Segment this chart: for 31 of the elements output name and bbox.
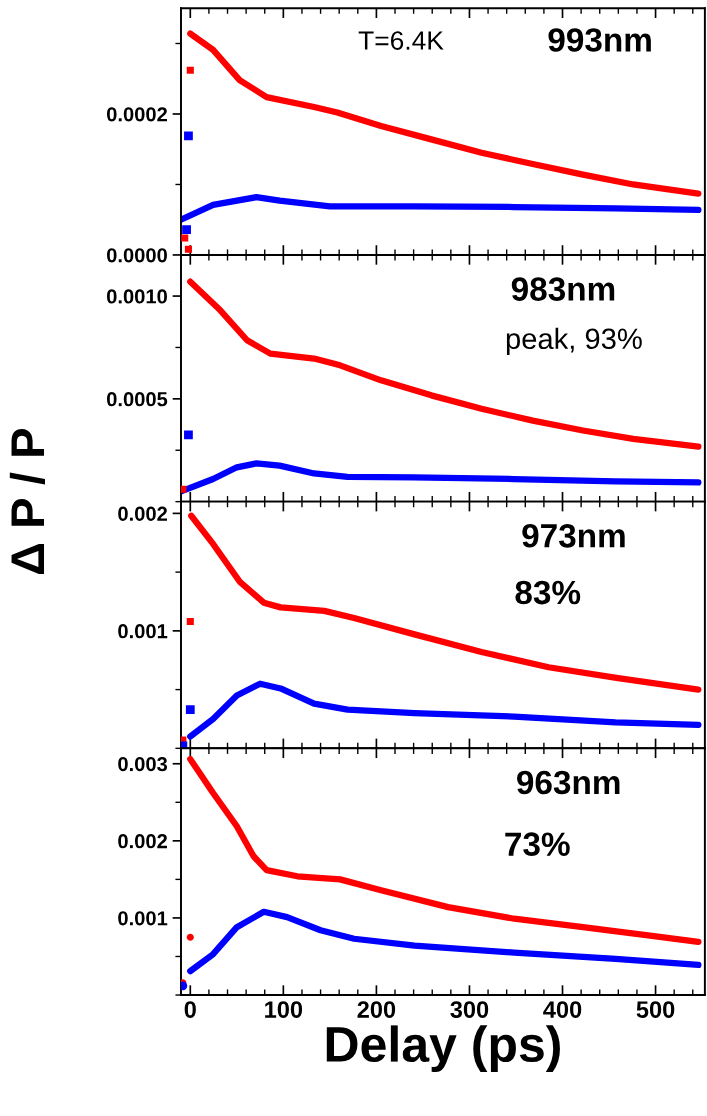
y-tick-label: 0.0002 — [107, 107, 167, 122]
point — [186, 617, 194, 625]
y-axis-title: Δ P / P — [9, 428, 45, 575]
x-tick-label: 300 — [450, 1001, 489, 1018]
annotation: T=6.4K — [358, 31, 444, 50]
point — [186, 66, 194, 74]
x-axis-title: Delay (ps) — [326, 1025, 560, 1072]
annotation: 993nm — [548, 28, 651, 52]
x-tick-label: 400 — [543, 1001, 582, 1018]
y-tick-label: 0.001 — [118, 911, 168, 926]
y-tick-label: 0.003 — [118, 756, 168, 772]
y-tick-label: 0.001 — [118, 624, 168, 639]
y-tick-label: 0.002 — [118, 506, 167, 521]
annotation: 973nm — [522, 523, 625, 548]
point — [184, 131, 193, 141]
point — [185, 705, 195, 714]
x-tick-label: 100 — [265, 1001, 303, 1018]
y-tick-label: 0.0000 — [107, 248, 167, 263]
x-tick-label: 500 — [636, 1001, 675, 1018]
annotation: 83% — [515, 580, 581, 605]
point — [181, 234, 189, 242]
annotation: 963nm — [517, 770, 620, 795]
annotation: 73% — [505, 832, 570, 857]
point — [182, 225, 191, 234]
y-tick-label: 0.0005 — [107, 392, 168, 407]
annotation: peak, 93% — [506, 327, 642, 355]
y-tick-label: 0.002 — [118, 834, 167, 849]
x-tick-label: 0 — [184, 1001, 196, 1018]
x-tick-label: 200 — [357, 1001, 396, 1018]
annotation: 983nm — [511, 277, 615, 301]
y-tick-label: 0.0010 — [107, 289, 167, 304]
